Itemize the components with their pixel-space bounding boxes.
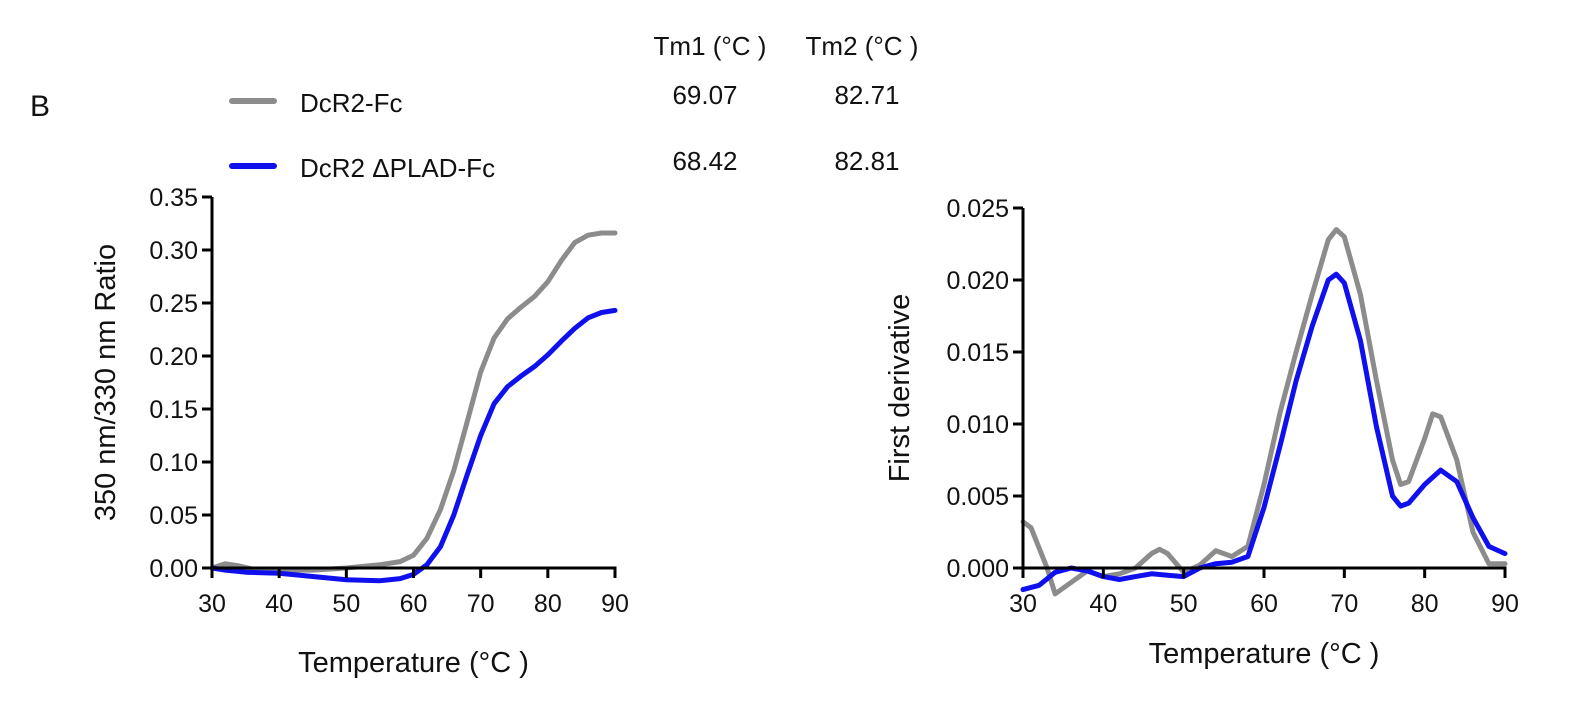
x-axis-title: Temperature (°C ) <box>298 647 529 679</box>
x-tick-label: 30 <box>198 590 226 618</box>
series-line-dcr2-fc <box>209 230 618 573</box>
series-line-dcr2-fc <box>1020 227 1508 597</box>
x-tick-label: 30 <box>1009 590 1037 618</box>
legend: DcR2-Fc DcR2 ΔPLAD-Fc <box>229 88 495 183</box>
y-tick-label: 0.05 <box>149 502 198 530</box>
tm2-value-dcr2-dplad-fc: 82.81 <box>834 146 899 176</box>
y-tick-label: 0.010 <box>946 411 1009 439</box>
x-tick-label: 90 <box>1491 590 1519 618</box>
x-tick-label: 90 <box>601 590 629 618</box>
y-tick-label: 0.025 <box>946 195 1009 223</box>
y-tick-label: 0.000 <box>946 555 1009 583</box>
y-axis-title: First derivative <box>884 294 916 483</box>
x-tick-label: 80 <box>534 590 562 618</box>
tm1-value-dcr2-dplad-fc: 68.42 <box>672 146 737 176</box>
y-tick-label: 0.30 <box>149 237 198 265</box>
y-tick-label: 0.35 <box>149 184 198 212</box>
y-tick-label: 0.00 <box>149 555 198 583</box>
x-tick-label: 60 <box>1250 590 1278 618</box>
y-tick-label: 0.005 <box>946 483 1009 511</box>
y-tick-label: 0.10 <box>149 449 198 477</box>
y-axis-title: 350 nm/330 nm Ratio <box>90 244 122 521</box>
x-tick-label: 70 <box>1330 590 1358 618</box>
ratio-chart: 0.00 0.05 0.10 0.15 0.20 0.25 0.30 0.35 30 40 50 60… <box>90 184 629 679</box>
tm-table: Tm1 (°C ) Tm2 (°C ) 69.07 82.71 68.42 82… <box>654 31 919 176</box>
y-tick-label: 0.15 <box>149 396 198 424</box>
derivative-chart: 0.000 0.005 0.010 0.015 0.020 0.025 30 40 50 60 70… <box>884 195 1519 670</box>
x-tick-label: 50 <box>1170 590 1198 618</box>
y-tick-label: 0.015 <box>946 339 1009 367</box>
series-line-dcr2-dplad-fc <box>1020 271 1508 593</box>
tm2-value-dcr2-fc: 82.71 <box>834 80 899 110</box>
y-tick-label: 0.20 <box>149 343 198 371</box>
x-tick-label: 70 <box>467 590 495 618</box>
x-axis-title: Temperature (°C ) <box>1149 638 1380 670</box>
tm1-header: Tm1 (°C ) <box>654 31 767 61</box>
x-tick-label: 40 <box>1089 590 1117 618</box>
y-tick-label: 0.25 <box>149 290 198 318</box>
x-tick-label: 40 <box>265 590 293 618</box>
panel-label: B <box>30 90 50 123</box>
legend-label-dcr2-dplad-fc: DcR2 ΔPLAD-Fc <box>300 153 495 183</box>
tm1-value-dcr2-fc: 69.07 <box>672 80 737 110</box>
x-tick-label: 60 <box>400 590 428 618</box>
series-line-dcr2-dplad-fc <box>209 307 618 584</box>
x-tick-label: 50 <box>332 590 360 618</box>
x-tick-label: 80 <box>1411 590 1439 618</box>
y-tick-label: 0.020 <box>946 267 1009 295</box>
legend-label-dcr2-fc: DcR2-Fc <box>300 88 403 118</box>
tm2-header: Tm2 (°C ) <box>806 31 919 61</box>
